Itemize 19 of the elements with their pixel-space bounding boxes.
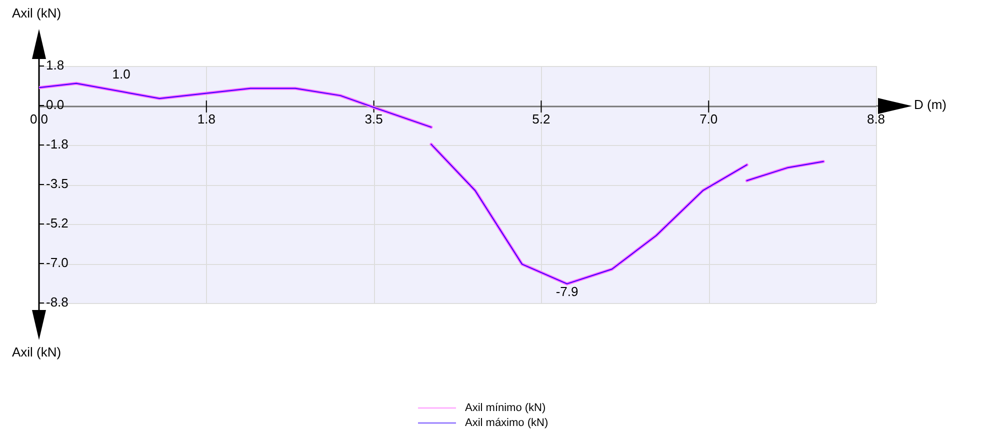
annotation: -7.9 (556, 284, 578, 299)
text: Axil (kN) (12, 6, 62, 21)
annotation: 1.0 (112, 66, 130, 82)
legend-label: Axil mínimo (kN) (465, 402, 546, 414)
y-tick-label: 1.8 (46, 58, 64, 73)
x-tick-label: 8.8 (866, 112, 886, 127)
y-axis-title: Axil (kN) (12, 344, 62, 360)
y-tick-label: -7.0 (46, 255, 68, 270)
y-tick-label: -8.8 (46, 294, 68, 310)
x-tick-label: 5.2 (532, 112, 550, 127)
x-axis-title: D (m) (914, 97, 946, 112)
legend-label: Axil máximo (kN) (465, 417, 548, 430)
y-tick-label: 0.0 (46, 97, 64, 112)
y-tick-label: -5.2 (46, 216, 68, 231)
y-tick-label: -3.5 (46, 176, 68, 192)
x-tick-label: 1.8 (197, 112, 216, 127)
x-tick-label: 7.0 (700, 112, 718, 127)
x-tick-label: 3.5 (364, 112, 383, 127)
y-tick-label: -1.8 (46, 136, 68, 152)
